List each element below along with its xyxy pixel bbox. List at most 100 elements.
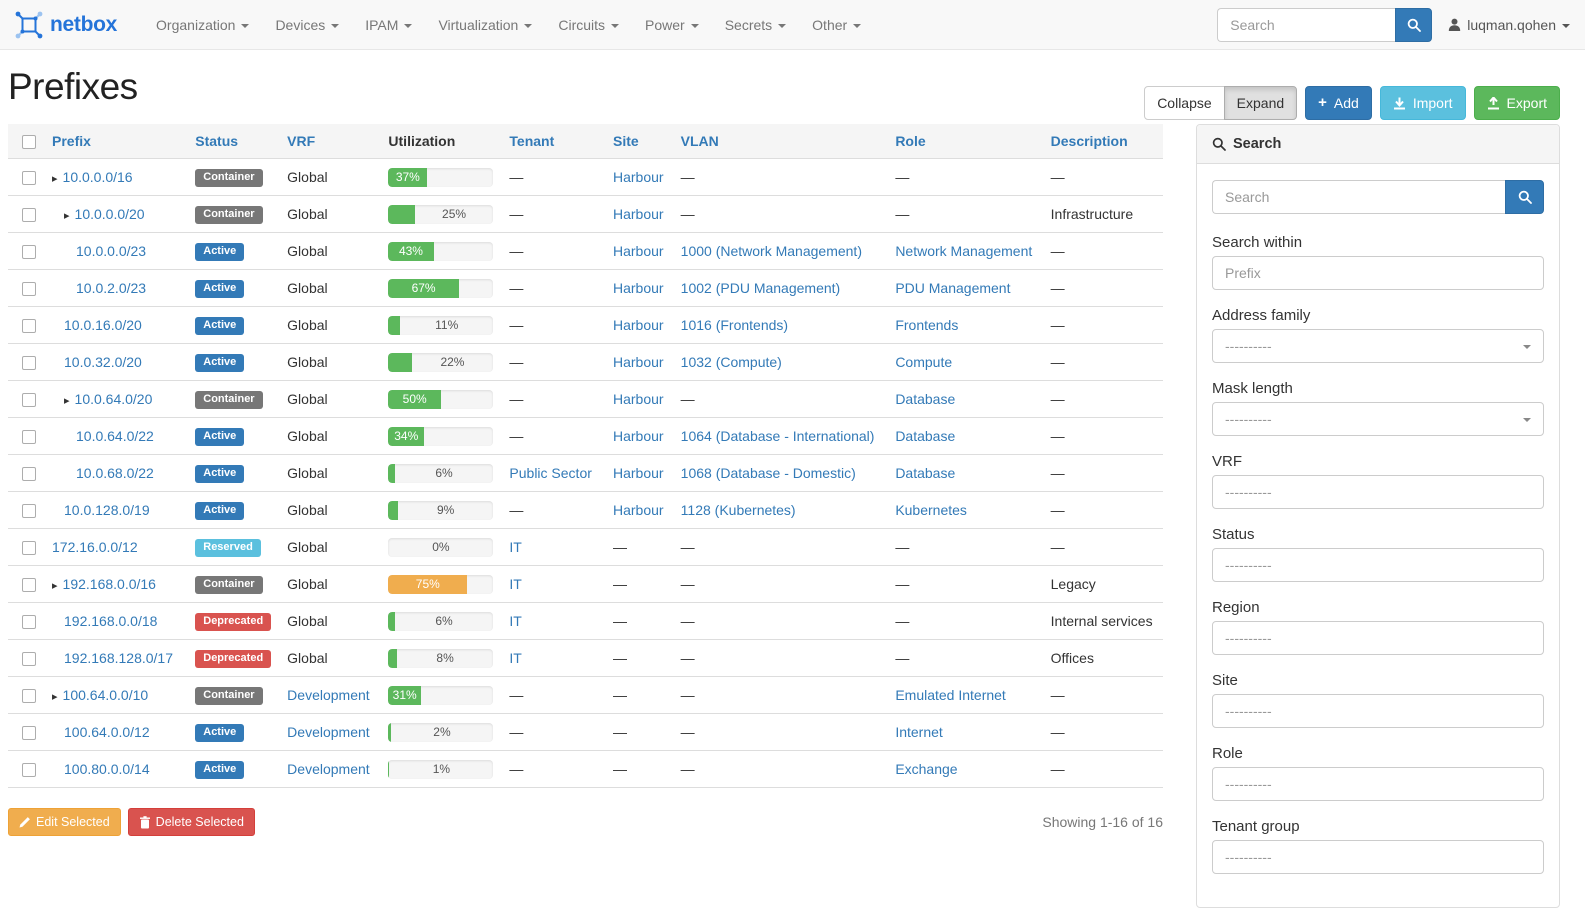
row-checkbox[interactable] xyxy=(22,504,36,519)
vlan-link[interactable]: 1128 (Kubernetes) xyxy=(680,502,796,519)
row-checkbox[interactable] xyxy=(22,652,36,667)
vlan-link[interactable]: 1000 (Network Management) xyxy=(680,243,862,260)
vrf-link[interactable]: Development xyxy=(287,761,370,778)
site-link[interactable]: Harbour xyxy=(612,280,664,297)
row-checkbox[interactable] xyxy=(22,541,36,556)
site-link[interactable]: Harbour xyxy=(612,169,664,186)
prefix-link[interactable]: 100.64.0.0/10 xyxy=(62,687,149,704)
add-button[interactable]: + Add xyxy=(1305,86,1372,120)
role-link[interactable]: Emulated Internet xyxy=(895,687,1006,704)
site-link[interactable]: Harbour xyxy=(612,317,664,334)
row-checkbox[interactable] xyxy=(22,763,36,778)
role-link[interactable]: Exchange xyxy=(895,761,958,778)
import-button[interactable]: Import xyxy=(1379,86,1466,120)
filter-select-mask-length[interactable]: ---------- xyxy=(1212,402,1544,436)
vlan-link[interactable]: 1064 (Database - International) xyxy=(680,428,875,445)
row-checkbox[interactable] xyxy=(22,726,36,741)
expand-toggle-icon[interactable]: ▸ xyxy=(64,395,70,408)
prefix-link[interactable]: 10.0.0.0/16 xyxy=(62,169,133,186)
netbox-brand[interactable]: netbox xyxy=(15,11,117,39)
col-sort-link[interactable]: Site xyxy=(612,133,639,150)
site-link[interactable]: Harbour xyxy=(612,243,664,260)
col-sort-link[interactable]: Tenant xyxy=(509,133,555,150)
filter-select-role[interactable]: ---------- xyxy=(1212,767,1544,801)
role-link[interactable]: PDU Management xyxy=(895,280,1011,297)
prefix-link[interactable]: 100.80.0.0/14 xyxy=(64,761,150,778)
role-link[interactable]: Compute xyxy=(895,354,953,371)
vlan-link[interactable]: 1016 (Frontends) xyxy=(680,317,789,334)
filter-select-vrf[interactable]: ---------- xyxy=(1212,475,1544,509)
prefix-link[interactable]: 10.0.64.0/22 xyxy=(76,428,154,445)
prefix-link[interactable]: 10.0.128.0/19 xyxy=(64,502,150,519)
col-sort-link[interactable]: Prefix xyxy=(52,133,91,150)
col-sort-link[interactable]: Role xyxy=(895,133,926,150)
row-checkbox[interactable] xyxy=(22,171,36,186)
col-sort-link[interactable]: Status xyxy=(195,133,239,150)
expand-toggle-icon[interactable]: ▸ xyxy=(52,580,58,593)
tenant-link[interactable]: IT xyxy=(509,539,522,556)
vrf-link[interactable]: Development xyxy=(287,724,370,741)
navbar-search-input[interactable] xyxy=(1217,7,1396,42)
role-link[interactable]: Frontends xyxy=(895,317,959,334)
row-checkbox[interactable] xyxy=(22,282,36,297)
site-link[interactable]: Harbour xyxy=(612,502,664,519)
role-link[interactable]: Network Management xyxy=(895,243,1033,260)
tenant-link[interactable]: IT xyxy=(509,576,522,593)
prefix-link[interactable]: 192.168.0.0/16 xyxy=(62,576,156,593)
nav-item-devices[interactable]: Devices xyxy=(262,0,352,50)
role-link[interactable]: Database xyxy=(895,465,956,482)
nav-item-power[interactable]: Power xyxy=(632,0,712,50)
col-sort-link[interactable]: VLAN xyxy=(680,133,719,150)
col-sort-link[interactable]: VRF xyxy=(287,133,316,150)
row-checkbox[interactable] xyxy=(22,393,36,408)
nav-item-virtualization[interactable]: Virtualization xyxy=(425,0,545,50)
row-checkbox[interactable] xyxy=(22,356,36,371)
prefix-link[interactable]: 10.0.16.0/20 xyxy=(64,317,142,334)
prefix-link[interactable]: 10.0.68.0/22 xyxy=(76,465,154,482)
role-link[interactable]: Database xyxy=(895,428,956,445)
expand-toggle-icon[interactable]: ▸ xyxy=(64,210,70,223)
select-all-checkbox[interactable] xyxy=(22,135,36,150)
vlan-link[interactable]: 1068 (Database - Domestic) xyxy=(680,465,856,482)
site-link[interactable]: Harbour xyxy=(612,428,664,445)
prefix-link[interactable]: 10.0.32.0/20 xyxy=(64,354,142,371)
nav-item-circuits[interactable]: Circuits xyxy=(545,0,632,50)
row-checkbox[interactable] xyxy=(22,430,36,445)
role-link[interactable]: Internet xyxy=(895,724,943,741)
filter-search-button[interactable] xyxy=(1505,180,1544,214)
prefix-link[interactable]: 192.168.128.0/17 xyxy=(64,650,173,667)
row-checkbox[interactable] xyxy=(22,208,36,223)
export-button[interactable]: Export xyxy=(1473,86,1560,120)
nav-item-organization[interactable]: Organization xyxy=(143,0,262,50)
delete-selected-button[interactable]: Delete Selected xyxy=(127,808,255,837)
prefix-link[interactable]: 192.168.0.0/18 xyxy=(64,613,158,630)
col-sort-link[interactable]: Description xyxy=(1050,133,1128,150)
vlan-link[interactable]: 1032 (Compute) xyxy=(680,354,782,371)
vlan-link[interactable]: 1002 (PDU Management) xyxy=(680,280,841,297)
expand-toggle-icon[interactable]: ▸ xyxy=(52,173,58,186)
user-menu[interactable]: luqman.qohen xyxy=(1448,17,1570,33)
prefix-link[interactable]: 100.64.0.0/12 xyxy=(64,724,150,741)
nav-item-other[interactable]: Other xyxy=(799,0,874,50)
filter-select-tenant-group[interactable]: ---------- xyxy=(1212,840,1544,874)
site-link[interactable]: Harbour xyxy=(612,391,664,408)
role-link[interactable]: Kubernetes xyxy=(895,502,967,519)
prefix-link[interactable]: 10.0.0.0/23 xyxy=(76,243,147,260)
role-link[interactable]: Database xyxy=(895,391,956,408)
row-checkbox[interactable] xyxy=(22,578,36,593)
filter-search-input[interactable] xyxy=(1212,180,1505,214)
prefix-link[interactable]: 10.0.2.0/23 xyxy=(76,280,147,297)
site-link[interactable]: Harbour xyxy=(612,206,664,223)
filter-select-address-family[interactable]: ---------- xyxy=(1212,329,1544,363)
prefix-link[interactable]: 10.0.64.0/20 xyxy=(74,391,153,408)
row-checkbox[interactable] xyxy=(22,689,36,704)
tenant-link[interactable]: IT xyxy=(509,650,522,667)
expand-toggle-icon[interactable]: ▸ xyxy=(52,691,58,704)
row-checkbox[interactable] xyxy=(22,245,36,260)
row-checkbox[interactable] xyxy=(22,615,36,630)
prefix-link[interactable]: 172.16.0.0/12 xyxy=(52,539,138,556)
filter-input-search-within[interactable] xyxy=(1212,256,1544,290)
collapse-button[interactable]: Collapse xyxy=(1144,86,1225,120)
tenant-link[interactable]: Public Sector xyxy=(509,465,592,482)
vrf-link[interactable]: Development xyxy=(287,687,370,704)
